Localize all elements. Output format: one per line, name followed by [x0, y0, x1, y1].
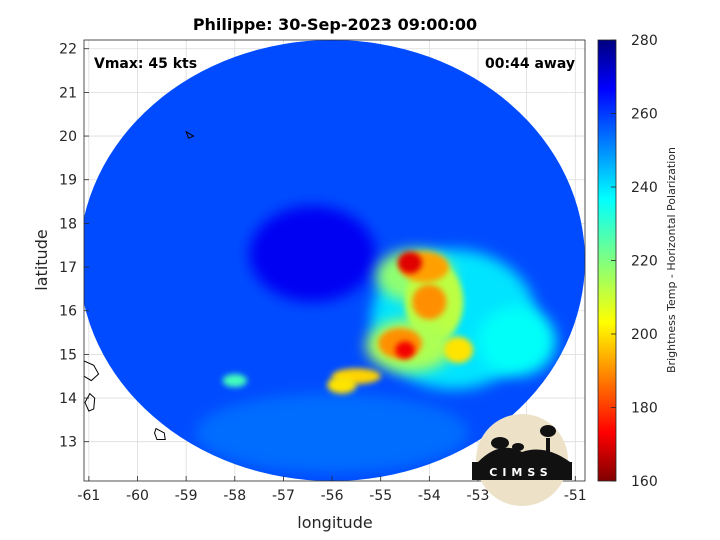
x-tick-label: -59	[175, 488, 198, 504]
logo-banner	[472, 462, 572, 480]
y-tick-label: 18	[59, 216, 77, 232]
x-tick-label: -60	[126, 488, 149, 504]
x-tick-label: -56	[321, 488, 344, 504]
plot-area	[84, 40, 585, 481]
swath-image	[84, 40, 585, 481]
x-tick-label: -61	[77, 488, 100, 504]
x-tick-label: -57	[272, 488, 295, 504]
colorbar-tick-label: 220	[631, 254, 658, 270]
colorbar-tick-label: 280	[631, 33, 658, 49]
x-tick-label: -53	[467, 488, 490, 504]
brightness-feature	[395, 341, 415, 359]
logo-tower-tank	[540, 425, 556, 437]
brightness-feature	[477, 306, 556, 377]
logo-text: CIMSS	[489, 466, 552, 479]
y-tick-label: 22	[59, 42, 77, 58]
y-tick-label: 14	[59, 391, 77, 407]
y-axis-ticks: 13 14 15 16 17 18 19 20 21 22	[59, 42, 89, 451]
y-tick-label: 17	[59, 260, 77, 276]
colorbar-tick-label: 180	[631, 401, 658, 417]
chart-title: Philippe: 30-Sep-2023 09:00:00	[193, 15, 477, 34]
y-tick-label: 19	[59, 173, 77, 189]
colorbar-label: Brightness Temp - Horizontal Polarizatio…	[665, 147, 678, 373]
y-tick-label: 13	[59, 435, 77, 451]
y-tick-label: 15	[59, 347, 77, 363]
logo-dish-small	[512, 443, 524, 451]
brightness-feature	[222, 374, 247, 388]
x-tick-label: -58	[223, 488, 246, 504]
plot-frame	[83, 39, 586, 482]
colorbar-ticks: 160 180 200 220 240 260 280	[611, 33, 658, 490]
cimss-logo: CIMSS	[472, 414, 572, 506]
time-away-annotation: 00:44 away	[485, 56, 575, 72]
colorbar: 160 180 200 220 240 260 280 Brightness Temp - …	[597, 33, 678, 490]
y-axis-label: latitude	[32, 229, 51, 290]
x-tick-label: -54	[418, 488, 441, 504]
brightness-feature	[397, 251, 423, 274]
colorbar-tick-label: 200	[631, 327, 658, 343]
coastline	[84, 392, 96, 412]
coastlines	[84, 130, 195, 441]
colorbar-tick-label: 240	[631, 180, 658, 196]
brightness-feature	[195, 393, 469, 473]
logo-tower-leg	[546, 438, 550, 462]
brightness-feature	[249, 205, 376, 302]
x-tick-label: -55	[369, 488, 392, 504]
x-tick-label: -51	[564, 488, 587, 504]
y-tick-label: 16	[59, 304, 77, 320]
x-axis-label: longitude	[297, 513, 372, 532]
vmax-annotation: Vmax: 45 kts	[94, 56, 197, 72]
colorbar-tick-label: 260	[631, 107, 658, 123]
coastline	[153, 427, 166, 441]
coastline	[185, 130, 195, 139]
brightness-feature	[443, 336, 474, 364]
brightness-feature	[327, 376, 357, 394]
y-tick-label: 21	[59, 85, 77, 101]
logo-dish	[491, 437, 509, 449]
colorbar-tick-label: 160	[631, 474, 658, 490]
brightness-feature	[412, 284, 447, 320]
coastline	[84, 360, 100, 382]
y-tick-label: 20	[59, 129, 77, 145]
